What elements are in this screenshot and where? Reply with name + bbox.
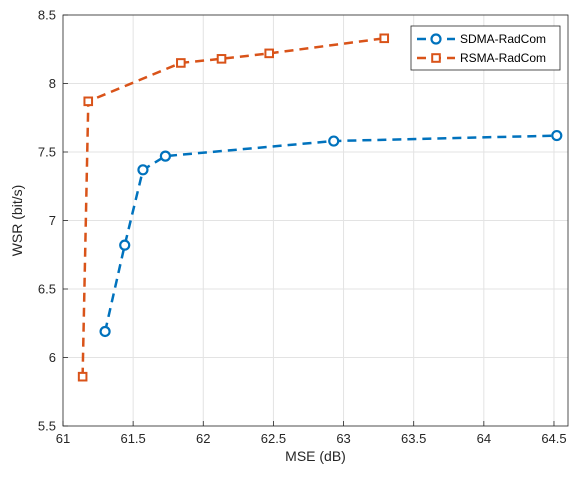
data-point <box>431 53 441 63</box>
legend-label: SDMA-RadCom <box>460 32 546 46</box>
data-point <box>137 164 149 176</box>
grid <box>62 14 568 427</box>
y-tick-label: 7 <box>49 213 56 228</box>
x-tick-label: 61.5 <box>120 431 145 446</box>
data-point <box>119 239 131 251</box>
series-layer <box>77 33 563 382</box>
data-point <box>176 58 186 68</box>
legend-label: RSMA-RadCom <box>460 51 546 65</box>
data-point <box>328 135 340 147</box>
data-point <box>99 325 111 338</box>
x-tick-label: 62 <box>196 431 210 446</box>
data-point <box>159 150 172 162</box>
data-point <box>83 96 94 107</box>
x-tick-label: 62.5 <box>261 431 286 446</box>
data-point <box>77 371 88 382</box>
data-point <box>430 33 442 45</box>
y-tick-label: 6.5 <box>38 282 56 297</box>
x-tick-label: 61 <box>56 431 70 446</box>
x-axis-label: MSE (dB) <box>285 448 346 464</box>
x-tick-label: 64.5 <box>541 431 566 446</box>
data-point <box>379 33 390 44</box>
data-point <box>216 54 227 64</box>
data-point <box>551 129 563 142</box>
y-tick-label: 6 <box>49 350 56 365</box>
legend-item: RSMA-RadCom <box>417 51 546 65</box>
series-sdma-radcom <box>99 129 563 338</box>
legend: SDMA-RadCom RSMA-RadCom <box>410 25 561 71</box>
legend-box <box>410 25 561 71</box>
y-tick-label: 8 <box>49 76 56 91</box>
series-line <box>81 37 385 377</box>
x-tick-label: 63.5 <box>401 431 426 446</box>
ticks <box>62 14 555 427</box>
y-tick-label: 7.5 <box>38 145 56 160</box>
y-axis-label: WSR (bit/s) <box>9 185 25 257</box>
series-line <box>103 134 557 332</box>
y-tick-label: 8.5 <box>38 8 56 23</box>
x-tick-label: 63 <box>336 431 350 446</box>
y-tick-label: 5.5 <box>38 419 56 434</box>
data-point <box>264 48 275 59</box>
series-rsma-radcom <box>77 33 390 382</box>
legend-item: SDMA-RadCom <box>417 32 546 46</box>
tick-labels: 61 61.5 62 62.5 63 63.5 64 64.5 5.5 6 6.5 7 7.5 8 8.5 <box>38 8 567 447</box>
x-tick-label: 64 <box>477 431 491 446</box>
